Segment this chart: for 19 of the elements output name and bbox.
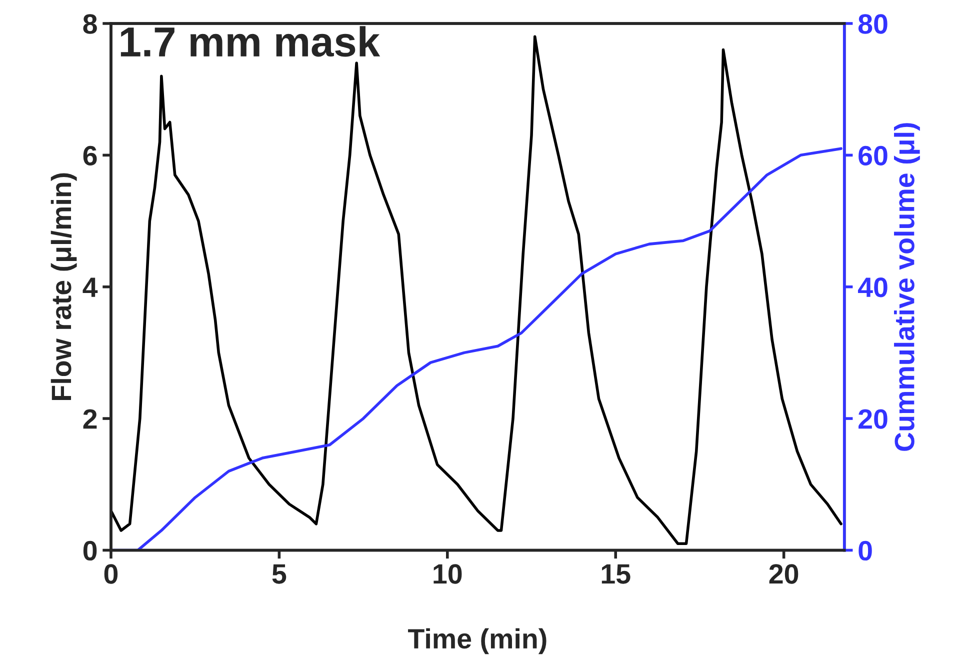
y2-tick-label: 20 xyxy=(858,409,888,429)
annotation: 1.7 mm mask xyxy=(120,26,380,57)
y-axis-title: Flow rate (μl/min) xyxy=(50,173,77,400)
y-tick-label: 6 xyxy=(83,146,97,166)
y-tick-label: 2 xyxy=(83,409,97,429)
x-tick-label: 5 xyxy=(272,564,286,584)
x-axis-title: Time (min) xyxy=(408,628,546,654)
y-tick-label: 4 xyxy=(82,278,98,297)
y2-tick-label: 0 xyxy=(858,540,872,561)
x-tick-label: 10 xyxy=(434,564,462,584)
y2-tick-label: 80 xyxy=(858,14,888,34)
x-tick-label: 0 xyxy=(104,564,118,584)
y2-axis-title: Cummulative volume (μl) xyxy=(894,123,920,451)
y-tick-label: 0 xyxy=(83,540,97,561)
y-tick-label: 8 xyxy=(83,14,97,34)
y2-tick-label: 40 xyxy=(858,278,888,298)
x-tick-label: 15 xyxy=(602,564,630,584)
x-tick-label: 20 xyxy=(769,564,798,584)
y2-tick-label: 60 xyxy=(858,146,888,166)
